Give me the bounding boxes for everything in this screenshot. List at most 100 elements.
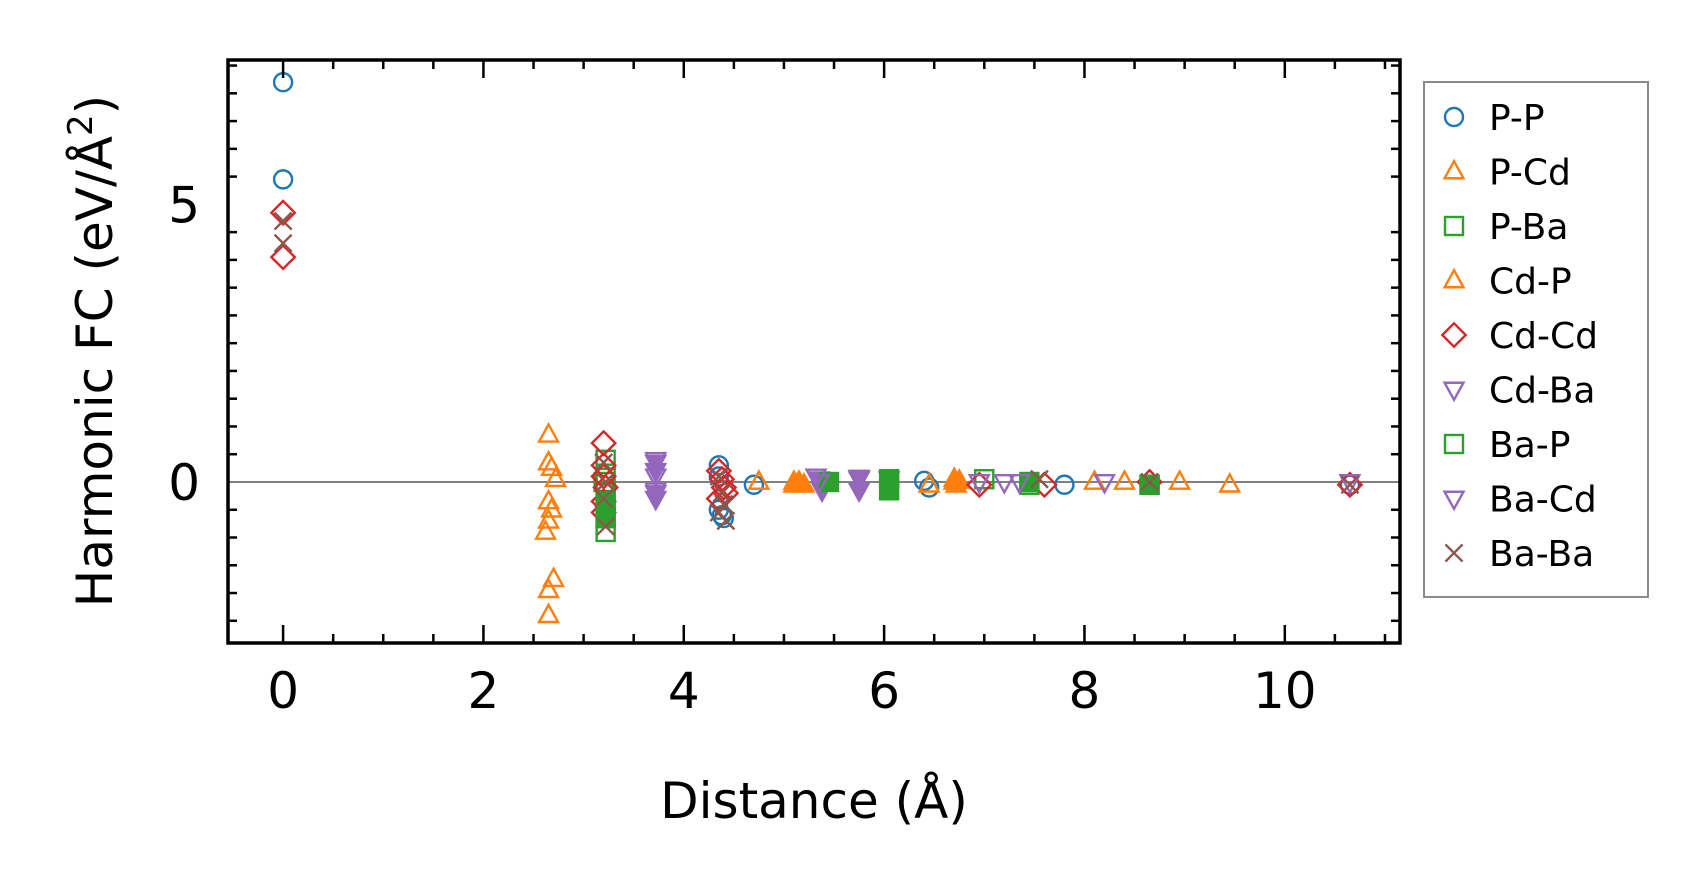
data-point-ba-ba [709,503,729,522]
data-point-ba-p [1139,474,1160,495]
data-point-p-p [918,477,940,498]
data-point-ba-p [878,480,900,501]
legend-label-p-ba: P-Ba [1489,207,1568,248]
y-axis-label-superscript: 2 [61,114,101,136]
legend-marker-p-p [1443,106,1465,128]
y-tick-label: 0 [168,454,200,512]
series-p-p [272,72,1361,529]
data-point-cd-cd [705,457,733,485]
data-point-ba-p [1019,471,1040,493]
series-ba-cd [644,451,1362,504]
data-point-cd-cd [1336,471,1364,499]
series-ba-p [595,469,1160,529]
series-cd-p [782,468,971,493]
x-tick-label: 4 [668,662,700,720]
legend-label-ba-cd: Ba-Cd [1489,480,1597,521]
series-p-cd [534,421,1242,624]
data-point-ba-cd [644,451,668,473]
legend-marker-p-cd [1442,158,1466,180]
data-point-p-p [1054,474,1075,495]
legend: P-P P-Cd P-Ba Cd-P Cd-Cd Cd-Ba Ba-P Ba-Cd Ba-Ba [1423,81,1649,598]
legend-label-cd-cd: Cd-Cd [1489,316,1598,357]
data-point-ba-ba [1340,475,1360,495]
x-axis-label: Distance (Å) [660,772,968,830]
data-point-cd-ba [644,462,668,484]
legend-label-p-p: P-P [1489,98,1545,139]
data-point-ba-ba [273,211,293,231]
data-points-layer [269,72,1364,624]
legend-marker-ba-p [1443,433,1465,455]
legend-marker-cd-ba [1442,381,1466,403]
data-point-p-cd [537,421,561,443]
x-tick-label: 0 [267,662,299,720]
data-point-p-p [743,474,765,495]
data-point-ba-cd [1093,474,1116,495]
y-axis-label-close: ) [66,95,124,115]
data-point-p-cd [1218,471,1242,493]
data-point-p-cd [1082,469,1106,490]
legend-marker-ba-ba [1444,543,1464,563]
x-tick-label: 8 [1069,662,1101,720]
legend-label-ba-p: Ba-P [1489,425,1570,466]
legend-label-p-cd: P-Cd [1489,153,1571,194]
tick-labels-layer: 0 2 4 6 8 10 0 5 [168,176,1316,720]
data-point-p-cd [542,566,566,588]
data-point-ba-cd [1007,474,1031,495]
data-point-p-cd [1113,469,1137,490]
legend-label-cd-ba: Cd-Ba [1489,371,1595,412]
data-point-ba-cd [1338,474,1362,495]
data-point-ba-cd [807,474,831,495]
legend-items: P-P P-Cd P-Ba Cd-P Cd-Cd Cd-Ba Ba-P Ba-Cd Ba-Ba [1440,98,1598,575]
data-point-p-cd [544,466,568,488]
plot-frame [226,58,1402,645]
data-point-p-cd [917,471,941,493]
data-point-cd-p [792,471,816,493]
data-point-ba-ba [1029,469,1049,489]
legend-label-ba-ba: Ba-Ba [1489,534,1594,575]
data-point-cd-ba [847,482,871,504]
data-point-p-cd [534,519,558,540]
data-point-cd-cd [965,471,993,499]
data-point-ba-cd [644,482,668,504]
data-point-ba-cd [992,474,1016,495]
legend-marker-cd-p [1442,267,1466,289]
data-point-ba-ba [596,472,616,492]
data-point-ba-cd [847,471,871,493]
data-point-p-p [272,169,294,190]
x-tick-label: 10 [1253,662,1317,720]
data-point-p-cd [537,602,561,624]
data-point-p-cd [537,577,561,599]
y-tick-label: 5 [168,176,200,234]
data-point-p-cd [1168,469,1192,490]
data-point-ba-p [595,507,616,529]
data-point-ba-ba [714,494,734,514]
y-axis-label: Harmonic FC (eV/Å2) [61,95,124,607]
x-tick-label: 2 [468,662,500,720]
legend-marker-p-ba [1443,215,1465,237]
data-point-ba-ba [594,489,614,509]
series-ba-ba [273,211,1360,536]
data-point-cd-cd [269,243,297,271]
data-point-ba-ba [594,453,614,472]
data-point-p-ba [974,469,995,490]
legend-marker-cd-cd [1440,321,1468,349]
data-point-ba-ba [709,467,729,486]
data-point-ba-ba [596,517,616,536]
data-point-cd-p [947,468,971,489]
data-point-ba-ba [712,483,732,503]
legend-label-cd-p: Cd-P [1489,262,1572,303]
data-point-ba-ba [273,233,293,253]
data-point-p-cd [747,469,771,490]
data-point-cd-cd [710,474,738,501]
series-p-ba [593,449,1160,543]
data-point-ba-cd [644,468,668,490]
y-axis-label-main: Harmonic FC (eV/Å [66,136,124,607]
legend-marker-ba-cd [1442,490,1466,512]
data-point-ba-cd [967,474,991,495]
data-point-p-p [708,455,730,476]
data-point-cd-cd [269,199,297,227]
x-tick-label: 6 [868,662,900,720]
ticks-layer [228,60,1400,643]
data-point-ba-ba [1140,472,1159,492]
